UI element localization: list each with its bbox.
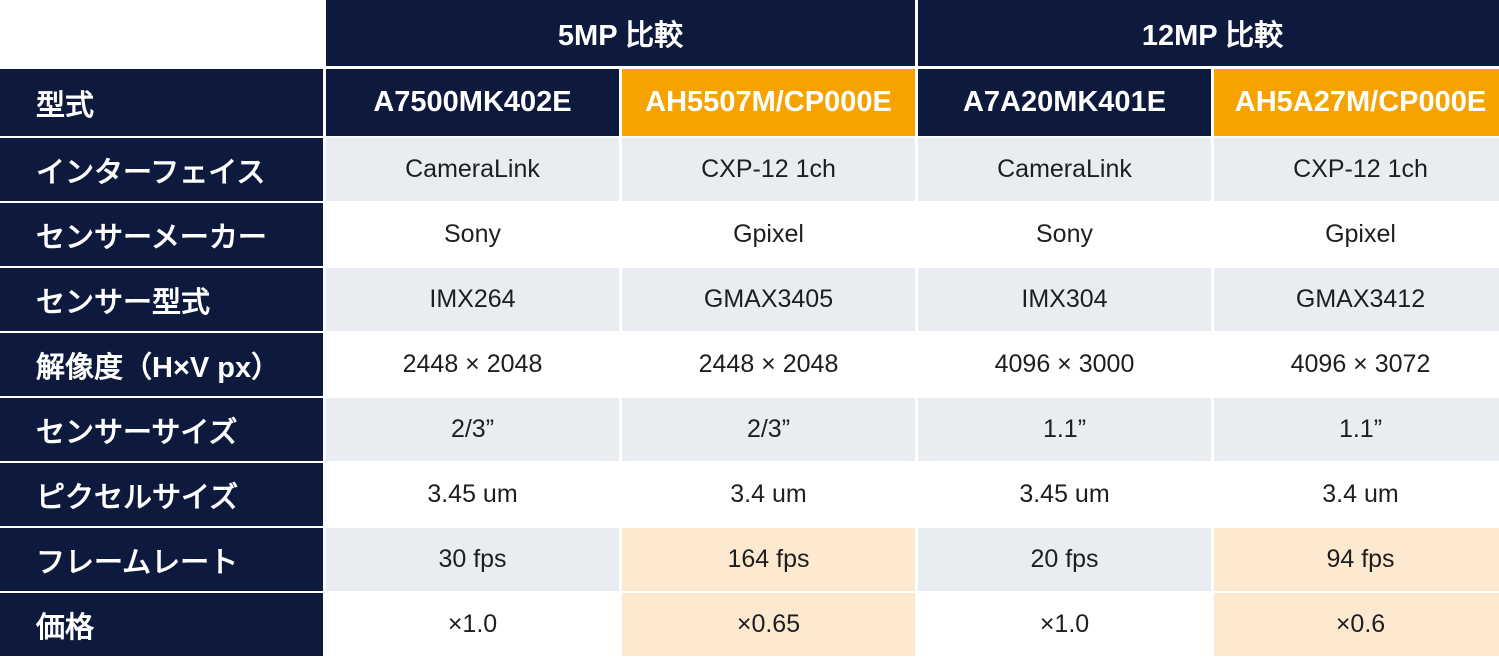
table-cell: 3.45 um [918,463,1211,528]
table-cell: 4096 × 3072 [1214,333,1499,398]
table-cell: ×1.0 [918,593,1211,658]
table-cell-highlight: 164 fps [622,528,915,593]
row-label-pixel-size: ピクセルサイズ [0,463,323,528]
table-cell: CXP-12 1ch [622,138,915,203]
group-header-12mp: 12MP 比較 [918,0,1499,69]
table-cell: CameraLink [326,138,619,203]
table-cell: Gpixel [1214,203,1499,268]
table-cell: 1.1” [918,398,1211,463]
row-label-sensor-size: センサーサイズ [0,398,323,463]
model-ah5a27m: AH5A27M/CP000E [1214,69,1499,138]
row-label-interface: インターフェイス [0,138,323,203]
table-cell: 1.1” [1214,398,1499,463]
table-cell: ×1.0 [326,593,619,658]
model-a7500mk402e: A7500MK402E [326,69,619,138]
row-label-model: 型式 [0,69,323,138]
table-cell: 3.45 um [326,463,619,528]
table-cell: Gpixel [622,203,915,268]
table-cell: CXP-12 1ch [1214,138,1499,203]
table-cell: 2/3” [326,398,619,463]
table-cell: Sony [326,203,619,268]
table-cell: 4096 × 3000 [918,333,1211,398]
table-cell: IMX304 [918,268,1211,333]
corner-cell [0,0,323,69]
table-cell: IMX264 [326,268,619,333]
row-label-sensor-maker: センサーメーカー [0,203,323,268]
table-cell: 3.4 um [622,463,915,528]
table-cell: 2/3” [622,398,915,463]
table-cell: 2448 × 2048 [326,333,619,398]
table-cell: 2448 × 2048 [622,333,915,398]
row-label-price: 価格 [0,593,323,658]
table-cell-highlight: 94 fps [1214,528,1499,593]
table-cell: CameraLink [918,138,1211,203]
table-cell: GMAX3412 [1214,268,1499,333]
table-cell: GMAX3405 [622,268,915,333]
table-cell: Sony [918,203,1211,268]
row-label-sensor-model: センサー型式 [0,268,323,333]
group-header-5mp: 5MP 比較 [326,0,915,69]
table-cell-highlight: ×0.65 [622,593,915,658]
model-a7a20mk401e: A7A20MK401E [918,69,1211,138]
table-cell: 30 fps [326,528,619,593]
model-ah5507m: AH5507M/CP000E [622,69,915,138]
table-cell-highlight: ×0.6 [1214,593,1499,658]
table-cell: 3.4 um [1214,463,1499,528]
row-label-resolution: 解像度（H×V px） [0,333,323,398]
table-cell: 20 fps [918,528,1211,593]
row-label-frame-rate: フレームレート [0,528,323,593]
